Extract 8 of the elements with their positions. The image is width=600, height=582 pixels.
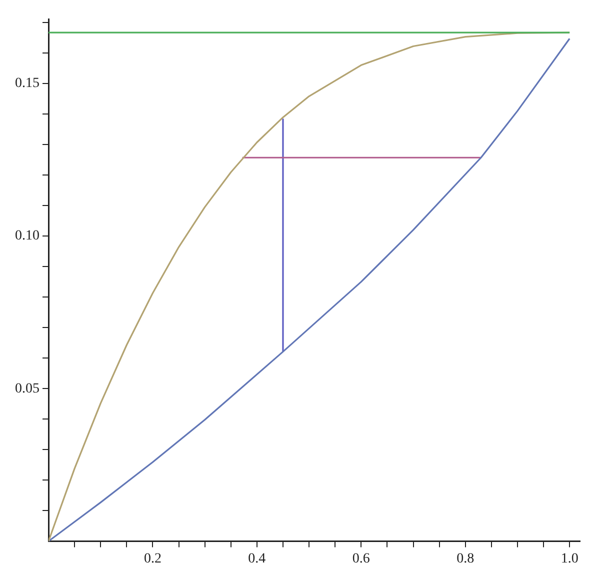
- x-tick-label: 0.4: [248, 551, 266, 566]
- y-tick-label: 0.10: [15, 228, 40, 244]
- y-tick-label: 0.15: [15, 76, 40, 92]
- x-tick-label: 0.2: [144, 551, 162, 566]
- x-tick-label: 1.0: [560, 551, 578, 566]
- x-tick-label: 0.8: [456, 551, 474, 566]
- x-tick-label: 0.6: [352, 551, 370, 566]
- y-tick-label: 0.05: [15, 381, 40, 396]
